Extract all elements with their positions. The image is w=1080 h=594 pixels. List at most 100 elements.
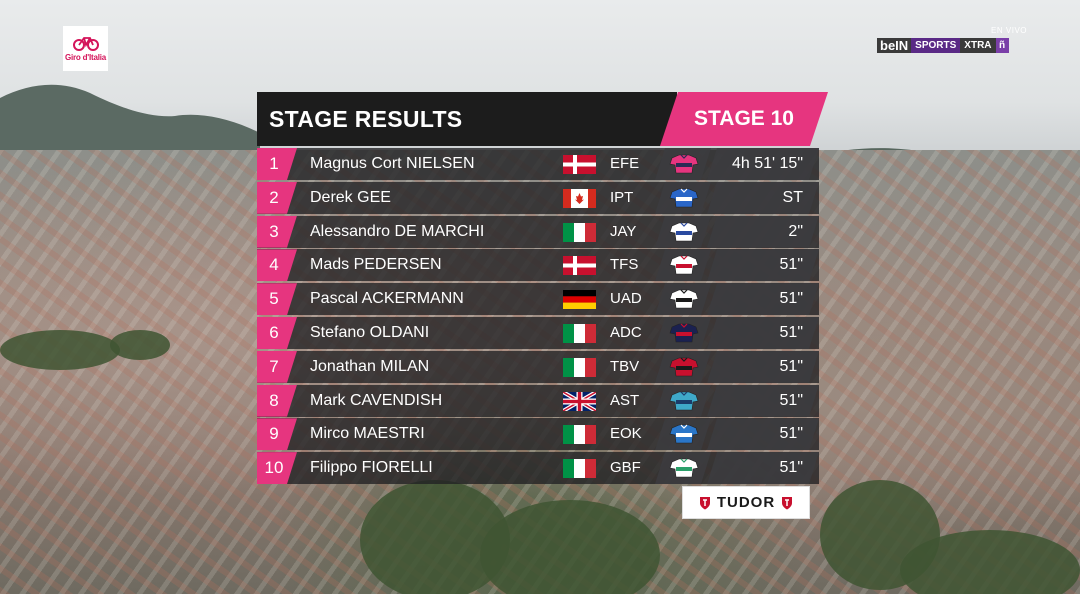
brand-row: beIN SPORTS XTRA ñ <box>877 38 1009 53</box>
tfs-jersey-icon <box>669 255 699 275</box>
time-gap: 51" <box>779 391 803 409</box>
sponsor-name: TUDOR <box>716 494 776 511</box>
position-number: 4 <box>257 249 297 281</box>
team-code: TBV <box>610 357 640 375</box>
time-cell: 51" <box>707 283 819 315</box>
jersey-cell <box>655 182 711 214</box>
team-code: AST <box>610 391 640 409</box>
time-gap: 51" <box>779 323 803 341</box>
ef-jersey-icon <box>669 154 699 174</box>
sports-label: SPORTS <box>911 38 961 53</box>
eok-jersey-icon <box>669 424 699 444</box>
jersey-cell <box>655 351 711 383</box>
result-row: 1 Magnus Cort NIELSEN EFE 4h 51' 15" <box>257 148 819 180</box>
position-number: 5 <box>257 283 297 315</box>
time-cell: 51" <box>707 385 819 417</box>
giro-logo-text: Giro d'Italia <box>64 53 107 62</box>
result-row: 6 Stefano OLDANI ADC 51" <box>257 316 819 349</box>
time-gap: 51" <box>779 256 803 274</box>
result-row: 5 Pascal ACKERMANN UAD 51" <box>257 283 819 316</box>
team-code: TFS <box>610 256 639 274</box>
time-cell: 51" <box>707 452 819 484</box>
team-code: EFE <box>610 155 640 172</box>
shield-icon <box>782 496 793 509</box>
ipt-jersey-icon <box>669 188 699 208</box>
rider-name: Mirco MAESTRI <box>310 425 425 443</box>
team-code: UAD <box>610 290 642 308</box>
time-gap: 51" <box>779 459 803 477</box>
jay-jersey-icon <box>669 222 699 242</box>
result-row: 7 Jonathan MILAN TBV 51" <box>257 350 819 383</box>
jersey-cell <box>655 385 711 417</box>
rider-name: Pascal ACKERMANN <box>310 290 464 308</box>
jersey-cell <box>655 418 711 450</box>
rider-name: Stefano OLDANI <box>310 323 430 341</box>
live-label: EN VIVO <box>991 26 1027 35</box>
xtra-label: XTRA <box>960 38 996 53</box>
result-row: 4 Mads PEDERSEN TFS 51" <box>257 249 819 282</box>
tudor-sponsor-logo: TUDOR <box>682 486 810 519</box>
xtra-badge: ñ <box>995 38 1009 53</box>
rider-name: Jonathan MILAN <box>310 357 430 375</box>
bicycle-icon <box>72 37 99 51</box>
italy-flag-icon <box>563 425 596 445</box>
jersey-cell <box>655 317 711 349</box>
canada-flag-icon <box>563 188 596 208</box>
result-row: 9 Mirco MAESTRI EOK 51" <box>257 418 819 451</box>
team-code: ADC <box>610 323 642 341</box>
rider-name: Derek GEE <box>310 188 391 206</box>
result-row: 8 Mark CAVENDISH AST 51" <box>257 384 819 417</box>
bein-label: beIN <box>877 38 912 53</box>
result-row: 2 Derek GEE IPT ST <box>257 181 819 214</box>
result-row: 3 Alessandro DE MARCHI JAY 2" <box>257 215 819 248</box>
time-gap: ST <box>782 188 803 206</box>
jersey-cell <box>655 283 711 315</box>
tbv-jersey-icon <box>669 357 699 377</box>
time-gap: 4h 51' 15" <box>731 155 803 172</box>
ast-jersey-icon <box>669 391 699 411</box>
rider-name: Mads PEDERSEN <box>310 256 442 274</box>
team-code: GBF <box>610 459 641 477</box>
results-header: STAGE RESULTS <box>257 92 677 146</box>
team-code: IPT <box>610 188 634 206</box>
adc-jersey-icon <box>669 323 699 343</box>
jersey-cell <box>655 249 711 281</box>
time-cell: 2" <box>707 216 819 248</box>
italy-flag-icon <box>563 357 596 377</box>
broadcaster-logo: EN VIVO beIN SPORTS XTRA ñ <box>877 26 1027 56</box>
rider-name: Alessandro DE MARCHI <box>310 222 485 240</box>
germany-flag-icon <box>563 290 596 310</box>
time-cell: ST <box>707 182 819 214</box>
rider-name: Magnus Cort NIELSEN <box>310 155 475 172</box>
uk-flag-icon <box>563 391 596 411</box>
result-row: 10 Filippo FIORELLI GBF 51" <box>257 452 819 485</box>
rider-name: Filippo FIORELLI <box>310 459 433 477</box>
time-cell: 51" <box>707 249 819 281</box>
italy-flag-icon <box>563 459 596 479</box>
position-number: 7 <box>257 351 297 383</box>
time-cell: 51" <box>707 351 819 383</box>
panel-title: STAGE RESULTS <box>269 106 463 132</box>
time-gap: 2" <box>788 222 803 240</box>
jersey-cell <box>655 148 711 180</box>
time-gap: 51" <box>779 425 803 443</box>
denmark-flag-icon <box>563 155 596 174</box>
uad-jersey-icon <box>669 289 699 309</box>
shield-icon <box>699 496 710 509</box>
denmark-flag-icon <box>563 256 596 276</box>
italy-flag-icon <box>563 323 596 343</box>
jersey-cell <box>655 216 711 248</box>
time-gap: 51" <box>779 357 803 375</box>
time-cell: 4h 51' 15" <box>707 148 819 180</box>
time-cell: 51" <box>707 418 819 450</box>
stage-tab: STAGE 10 <box>660 92 828 146</box>
team-code: JAY <box>610 222 637 240</box>
rider-name: Mark CAVENDISH <box>310 391 443 409</box>
giro-d-italia-logo: Giro d'Italia <box>63 26 108 71</box>
gbf-jersey-icon <box>669 458 699 478</box>
time-cell: 51" <box>707 317 819 349</box>
time-gap: 51" <box>779 290 803 308</box>
team-code: EOK <box>610 425 642 443</box>
stage-label: STAGE 10 <box>694 107 794 130</box>
results-table: 1 Magnus Cort NIELSEN EFE 4h 51' 15" 2 Derek … <box>257 148 819 486</box>
